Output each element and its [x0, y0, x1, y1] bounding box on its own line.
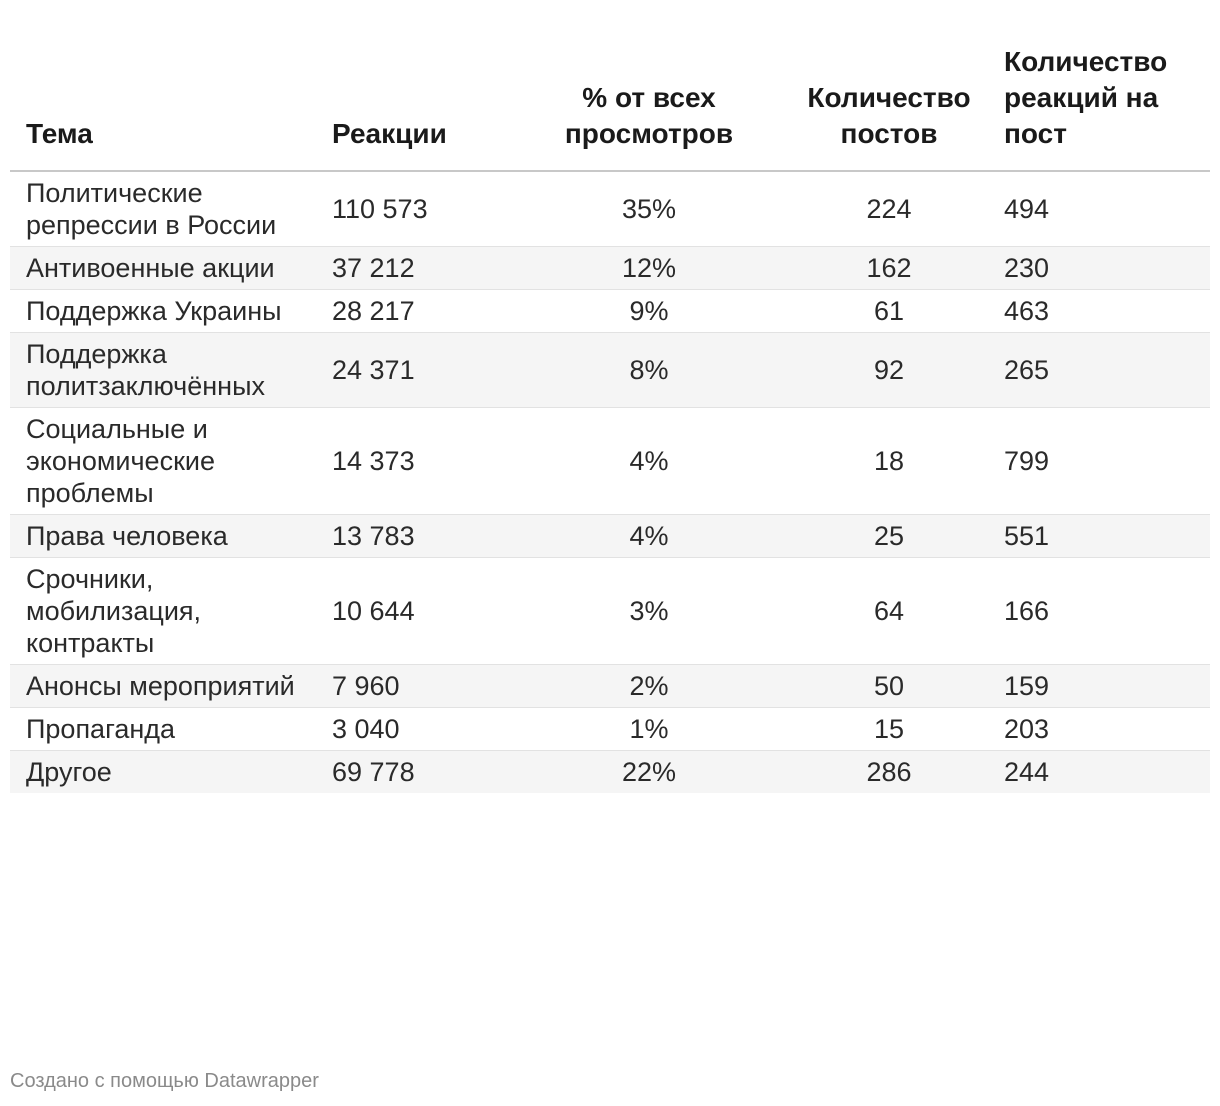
- cell-posts: 50: [794, 664, 984, 708]
- table-row: Антивоенные акции 37 212 12% 162 230: [10, 246, 1210, 290]
- cell-reactions: 13 783: [332, 514, 504, 558]
- cell-posts: 286: [794, 750, 984, 793]
- header-posts[interactable]: Количество постов: [794, 0, 984, 172]
- table-row: Пропаганда 3 040 1% 15 203: [10, 707, 1210, 751]
- table-row: Социальные и экономические проблемы 14 3…: [10, 407, 1210, 515]
- cell-topic: Поддержка политзаключённых: [10, 332, 332, 408]
- cell-reactions-per-post: 494: [984, 171, 1210, 247]
- cell-percent: 4%: [504, 407, 794, 515]
- cell-posts: 18: [794, 407, 984, 515]
- cell-posts: 92: [794, 332, 984, 408]
- cell-reactions-per-post: 799: [984, 407, 1210, 515]
- cell-topic: Социальные и экономические проблемы: [10, 407, 332, 515]
- cell-reactions: 28 217: [332, 289, 504, 333]
- cell-posts: 64: [794, 557, 984, 665]
- cell-percent: 22%: [504, 750, 794, 793]
- data-table: Тема Реакции % от всех просмотров Количе…: [10, 0, 1210, 793]
- cell-topic: Поддержка Украины: [10, 289, 332, 333]
- cell-reactions-per-post: 551: [984, 514, 1210, 558]
- cell-reactions: 37 212: [332, 246, 504, 290]
- header-percent[interactable]: % от всех просмотров: [504, 0, 794, 172]
- cell-reactions-per-post: 244: [984, 750, 1210, 793]
- cell-percent: 35%: [504, 171, 794, 247]
- cell-percent: 1%: [504, 707, 794, 751]
- header-row: Тема Реакции % от всех просмотров Количе…: [10, 0, 1210, 172]
- table-row: Поддержка Украины 28 217 9% 61 463: [10, 289, 1210, 333]
- cell-reactions: 69 778: [332, 750, 504, 793]
- cell-posts: 61: [794, 289, 984, 333]
- table-row: Политические репрессии в России 110 573 …: [10, 171, 1210, 247]
- table-row: Поддержка политзаключённых 24 371 8% 92 …: [10, 332, 1210, 408]
- cell-percent: 8%: [504, 332, 794, 408]
- cell-reactions-per-post: 265: [984, 332, 1210, 408]
- cell-reactions-per-post: 463: [984, 289, 1210, 333]
- cell-reactions-per-post: 230: [984, 246, 1210, 290]
- cell-topic: Пропаганда: [10, 707, 332, 751]
- header-reactions-per-post[interactable]: Количество реакций на пост: [984, 0, 1210, 172]
- cell-percent: 3%: [504, 557, 794, 665]
- cell-posts: 162: [794, 246, 984, 290]
- table-header: Тема Реакции % от всех просмотров Количе…: [10, 0, 1210, 172]
- header-topic[interactable]: Тема: [10, 0, 332, 172]
- cell-reactions-per-post: 159: [984, 664, 1210, 708]
- cell-reactions: 14 373: [332, 407, 504, 515]
- cell-percent: 2%: [504, 664, 794, 708]
- cell-topic: Анонсы мероприятий: [10, 664, 332, 708]
- cell-reactions: 3 040: [332, 707, 504, 751]
- cell-posts: 224: [794, 171, 984, 247]
- cell-percent: 12%: [504, 246, 794, 290]
- cell-topic: Антивоенные акции: [10, 246, 332, 290]
- cell-reactions: 7 960: [332, 664, 504, 708]
- cell-topic: Срочники, мобилизация, контракты: [10, 557, 332, 665]
- cell-reactions-per-post: 166: [984, 557, 1210, 665]
- cell-topic: Другое: [10, 750, 332, 793]
- table-row: Другое 69 778 22% 286 244: [10, 750, 1210, 793]
- cell-reactions: 110 573: [332, 171, 504, 247]
- header-reactions[interactable]: Реакции: [332, 0, 504, 172]
- cell-reactions-per-post: 203: [984, 707, 1210, 751]
- cell-percent: 4%: [504, 514, 794, 558]
- table-row: Срочники, мобилизация, контракты 10 644 …: [10, 557, 1210, 665]
- table-row: Анонсы мероприятий 7 960 2% 50 159: [10, 664, 1210, 708]
- table-body: Политические репрессии в России 110 573 …: [10, 171, 1210, 793]
- cell-topic: Политические репрессии в России: [10, 171, 332, 247]
- cell-percent: 9%: [504, 289, 794, 333]
- cell-topic: Права человека: [10, 514, 332, 558]
- credit-link[interactable]: Создано с помощью Datawrapper: [10, 1070, 319, 1092]
- cell-posts: 25: [794, 514, 984, 558]
- data-table-container: Тема Реакции % от всех просмотров Количе…: [10, 0, 1210, 793]
- cell-reactions: 10 644: [332, 557, 504, 665]
- table-row: Права человека 13 783 4% 25 551: [10, 514, 1210, 558]
- cell-reactions: 24 371: [332, 332, 504, 408]
- cell-posts: 15: [794, 707, 984, 751]
